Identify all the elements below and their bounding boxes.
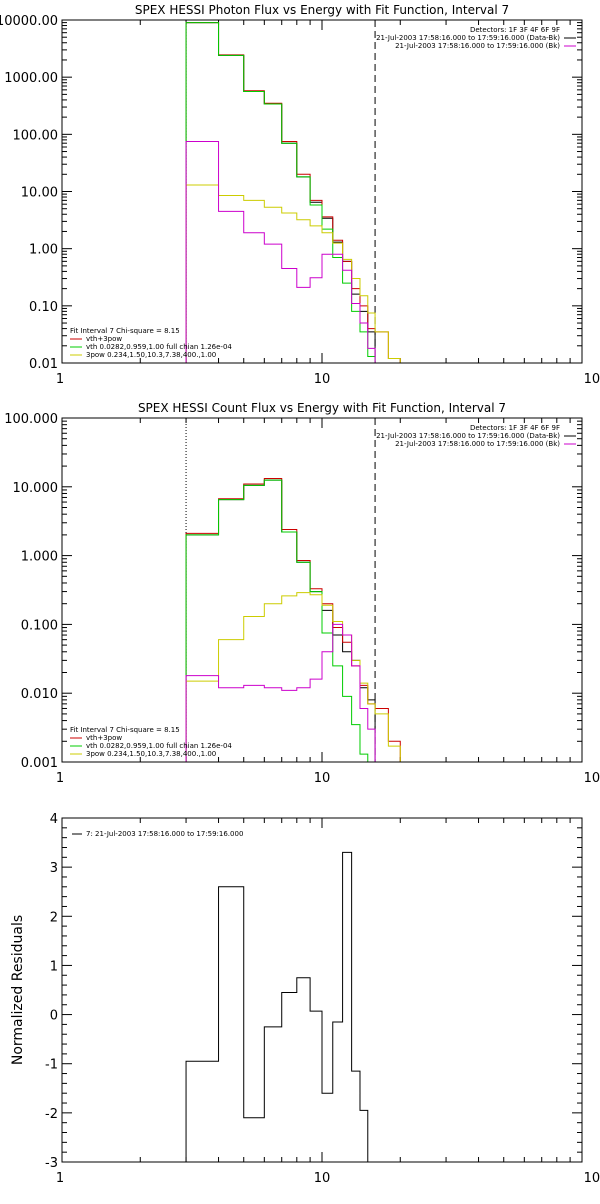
series-line-3 [185,184,401,363]
legend-text: vth+3pow [86,335,122,343]
y-tick-label: 10.00 [21,186,58,201]
y-tick-label: 0.100 [21,618,58,633]
x-tick-label: 1 [56,1171,64,1186]
y-tick-label: 1.00 [29,243,58,258]
x-tick-label: 100 [584,771,600,786]
chart-title: SPEX HESSI Photon Flux vs Energy with Fi… [135,3,509,17]
series-group [185,478,401,762]
legend-text: vth 0.0282,0.959,1.00 full chian 1.26e-0… [86,343,232,351]
y-tick-label: 0.001 [21,756,58,771]
y-tick-label: -1 [45,1058,58,1073]
y-tick-label: 4 [50,812,58,827]
series-group [185,851,369,1162]
x-tick-label: 10 [314,372,331,387]
x-tick-label: 1 [56,771,64,786]
y-tick-label: 3 [50,861,58,876]
chart-photon: SPEX HESSI Photon Flux vs Energy with Fi… [0,3,600,387]
y-tick-label: 1000.00 [4,71,58,86]
series-line-4 [185,140,376,363]
legend-text: 7: 21-Jul-2003 17:58:16.000 to 17:59:16.… [86,830,243,838]
series-line-0 [185,851,369,1162]
legend-text: Detectors: 1F 3F 4F 6F 9F [470,26,560,34]
legend-text: Fit Interval 7 Chi-square = 8.15 [70,726,180,734]
y-tick-label: 2 [50,910,58,925]
legend-text: Fit Interval 7 Chi-square = 8.15 [70,327,180,335]
y-axis-label: Normalized Residuals [10,915,26,1065]
chart-residuals: Normalized Residuals 1 10 100 -3 -2 -1 0 1 2 3 4 7: … [10,812,600,1186]
legend-text: Detectors: 1F 3F 4F 6F 9F [470,424,560,432]
series-line-3 [185,592,401,762]
plot-frame [61,417,583,763]
legend-text: vth 0.0282,0.959,1.00 full chian 1.26e-0… [86,742,232,750]
y-tick-label: 0.010 [21,687,58,702]
x-tick-label: 10 [314,771,331,786]
series-group [185,22,401,363]
x-tick-label: 10 [314,1171,331,1186]
y-tick-label: 0.01 [29,357,58,372]
x-tick-label: 100 [584,372,600,387]
chart-count: SPEX HESSI Count Flux vs Energy with Fit… [4,401,600,786]
legend-text: 21-Jul-2003 17:58:16.000 to 17:59:16.000… [376,34,560,42]
y-tick-label: 10.000 [13,481,59,496]
x-tick-label: 1 [56,372,64,387]
y-tick-label: -3 [45,1156,58,1171]
series-line-4 [185,623,376,762]
plot-frame [61,817,583,1163]
legend-text: 21-Jul-2003 17:58:16.000 to 17:59:16.000… [395,440,560,448]
y-tick-label: 100.000 [4,412,58,427]
y-tick-label: 0 [50,1009,58,1024]
legend-text: 21-Jul-2003 17:58:16.000 to 17:59:16.000… [376,432,560,440]
y-tick-label: 0.10 [29,300,58,315]
y-tick-label: 100.00 [13,128,59,143]
y-tick-label: -2 [45,1107,58,1122]
legend-text: 21-Jul-2003 17:58:16.000 to 17:59:16.000… [395,42,560,50]
series-line-2 [185,479,369,762]
plot-frame [61,19,583,364]
chart-title: SPEX HESSI Count Flux vs Energy with Fit… [138,401,506,415]
legend-text: 3pow 0.234,1.50,10.3,7.38,400.,1.00 [86,351,216,359]
legend-text: vth+3pow [86,734,122,742]
y-tick-label: 10000.00 [0,14,58,29]
series-line-1 [185,22,401,363]
y-tick-label: 1.000 [21,550,58,565]
y-tick-label: 1 [50,959,58,974]
legend-text: 3pow 0.234,1.50,10.3,7.38,400.,1.00 [86,750,216,758]
x-tick-label: 100 [584,1171,600,1186]
